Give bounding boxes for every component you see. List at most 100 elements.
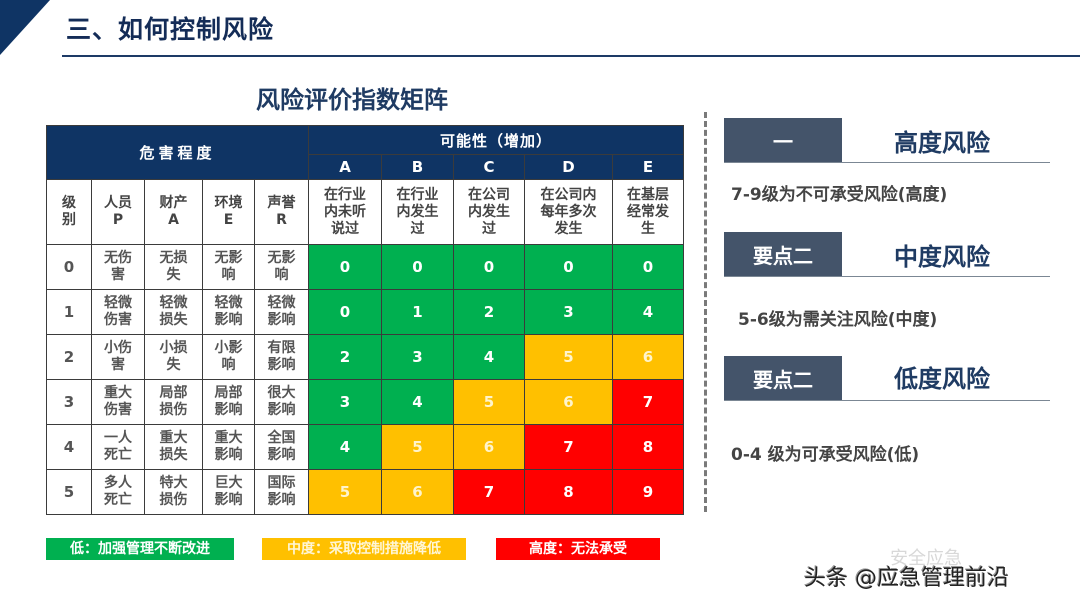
table-row: 5 多人 死亡 特大 损伤 巨大 影响 国际 影响 5 6 7 8 9 <box>46 469 684 515</box>
risk-matrix-table: 危害程度 可能性（增加） A B C D E 级 别人员 P 财产 A 环境 E 声誉… <box>46 125 684 515</box>
title-underline <box>62 55 1080 57</box>
table-row: 4 一人 死亡 重大 损失 重大 影响 全国 影响 4 5 6 7 8 <box>46 424 684 470</box>
risk-desc-low: 0-4 级为可承受风险(低) <box>731 445 920 465</box>
likelihood-description: 在行业 内发生 过 <box>381 179 454 245</box>
severity-cell: 巨大 影响 <box>202 469 255 515</box>
severity-level: 5 <box>46 469 92 515</box>
divider <box>724 400 1050 401</box>
severity-level: 4 <box>46 424 92 470</box>
divider <box>724 162 1050 163</box>
risk-score-cell: 7 <box>453 469 525 515</box>
risk-score-cell: 5 <box>453 379 525 425</box>
risk-score-cell: 0 <box>381 244 454 290</box>
risk-score-cell: 8 <box>612 424 684 470</box>
likelihood-description: 在基层 经常发 生 <box>612 179 684 245</box>
legend-medium: 中度：采取控制措施降低 <box>262 538 466 560</box>
risk-score-cell: 6 <box>524 379 613 425</box>
severity-cell: 小伤 害 <box>91 334 145 380</box>
severity-cell: 一人 死亡 <box>91 424 145 470</box>
risk-score-cell: 7 <box>612 379 684 425</box>
severity-level: 2 <box>46 334 92 380</box>
severity-cell: 局部 损伤 <box>144 379 203 425</box>
risk-desc-high: 7-9级为不可承受风险(高度) <box>731 185 948 205</box>
risk-score-cell: 3 <box>308 379 382 425</box>
severity-cell: 无伤 害 <box>91 244 145 290</box>
risk-score-cell: 3 <box>524 289 613 335</box>
matrix-title: 风险评价指数矩阵 <box>256 86 448 114</box>
severity-cell: 轻微 影响 <box>254 289 309 335</box>
severity-column-header: 环境 E <box>202 179 255 245</box>
risk-score-cell: 5 <box>524 334 613 380</box>
risk-score-cell: 3 <box>381 334 454 380</box>
risk-score-cell: 5 <box>308 469 382 515</box>
risk-score-cell: 4 <box>453 334 525 380</box>
risk-score-cell: 6 <box>453 424 525 470</box>
severity-cell: 有限 影响 <box>254 334 309 380</box>
likelihood-letter: C <box>453 154 525 180</box>
severity-column-header: 财产 A <box>144 179 203 245</box>
divider <box>724 276 1050 277</box>
risk-title-low: 低度风险 <box>894 364 990 393</box>
risk-badge-low: 要点二 <box>724 356 842 400</box>
likelihood-description: 在公司 内发生 过 <box>453 179 525 245</box>
severity-cell: 轻微 影响 <box>202 289 255 335</box>
risk-score-cell: 0 <box>524 244 613 290</box>
likelihood-description: 在公司内 每年多次 发生 <box>524 179 613 245</box>
risk-score-cell: 4 <box>381 379 454 425</box>
risk-score-cell: 6 <box>612 334 684 380</box>
risk-score-cell: 7 <box>524 424 613 470</box>
risk-score-cell: 0 <box>612 244 684 290</box>
risk-score-cell: 4 <box>308 424 382 470</box>
corner-decoration <box>0 0 50 55</box>
dashed-divider <box>704 112 707 512</box>
severity-column-header: 级 别 <box>46 179 92 245</box>
risk-score-cell: 0 <box>453 244 525 290</box>
risk-score-cell: 6 <box>381 469 454 515</box>
risk-desc-medium: 5-6级为需关注风险(中度) <box>738 310 938 330</box>
severity-cell: 轻微 伤害 <box>91 289 145 335</box>
table-row: 1 轻微 伤害 轻微 损失 轻微 影响 轻微 影响 0 1 2 3 4 <box>46 289 684 335</box>
severity-cell: 小损 失 <box>144 334 203 380</box>
risk-score-cell: 0 <box>308 289 382 335</box>
severity-header: 危害程度 <box>46 125 309 180</box>
risk-score-cell: 8 <box>524 469 613 515</box>
severity-cell: 多人 死亡 <box>91 469 145 515</box>
severity-column-header: 人员 P <box>91 179 145 245</box>
severity-cell: 轻微 损失 <box>144 289 203 335</box>
severity-column-header: 声誉 R <box>254 179 309 245</box>
risk-title-medium: 中度风险 <box>894 242 990 271</box>
likelihood-letter: D <box>524 154 613 180</box>
legend-high: 高度：无法承受 <box>496 538 660 560</box>
likelihood-description: 在行业 内未听 说过 <box>308 179 382 245</box>
table-row: 2 小伤 害小损 失小影 响有限 影响 2 3 4 5 6 <box>46 334 684 380</box>
likelihood-letter: B <box>381 154 454 180</box>
risk-score-cell: 2 <box>453 289 525 335</box>
severity-cell: 国际 影响 <box>254 469 309 515</box>
risk-score-cell: 2 <box>308 334 382 380</box>
risk-badge-medium: 要点二 <box>724 232 842 276</box>
risk-badge-high: 一 <box>724 118 842 162</box>
severity-cell: 无影 响 <box>202 244 255 290</box>
likelihood-letter: E <box>612 154 684 180</box>
severity-cell: 小影 响 <box>202 334 255 380</box>
severity-cell: 全国 影响 <box>254 424 309 470</box>
likelihood-letter: A <box>308 154 382 180</box>
severity-cell: 重大 损失 <box>144 424 203 470</box>
watermark-source: 头条 @应急管理前沿 <box>804 566 1009 591</box>
severity-level: 0 <box>46 244 92 290</box>
severity-cell: 无影 响 <box>254 244 309 290</box>
risk-score-cell: 4 <box>612 289 684 335</box>
severity-cell: 特大 损伤 <box>144 469 203 515</box>
severity-cell: 重大 影响 <box>202 424 255 470</box>
severity-cell: 局部 影响 <box>202 379 255 425</box>
severity-cell: 无损 失 <box>144 244 203 290</box>
severity-level: 3 <box>46 379 92 425</box>
risk-score-cell: 1 <box>381 289 454 335</box>
risk-title-high: 高度风险 <box>894 128 990 157</box>
watermark-faded: 安全应急 <box>890 548 962 569</box>
risk-score-cell: 0 <box>308 244 382 290</box>
risk-score-cell: 5 <box>381 424 454 470</box>
severity-cell: 重大 伤害 <box>91 379 145 425</box>
risk-score-cell: 9 <box>612 469 684 515</box>
